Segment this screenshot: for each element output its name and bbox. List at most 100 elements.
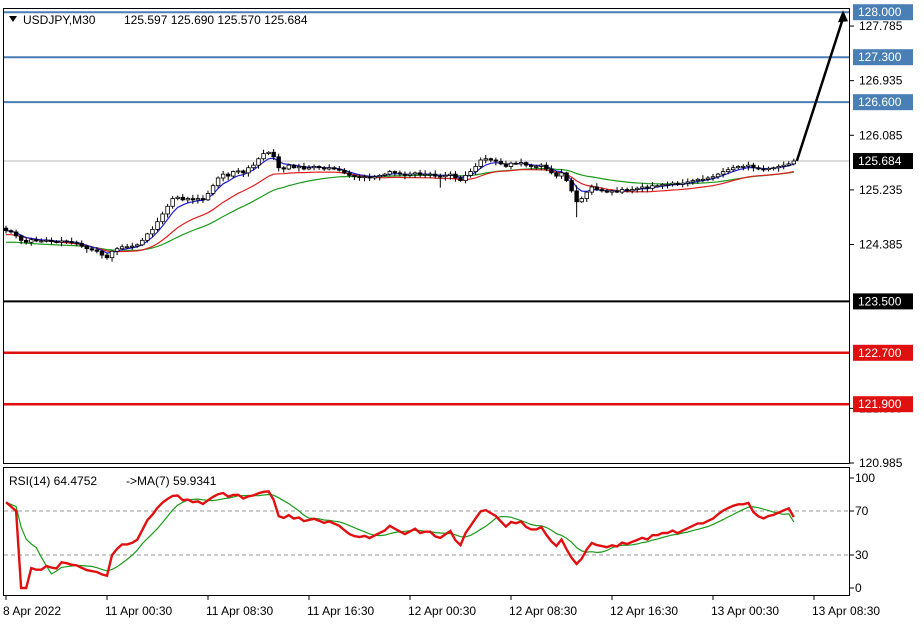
candle-body [13, 231, 19, 237]
collapse-triangle-icon[interactable] [9, 16, 17, 22]
candle-body [473, 166, 478, 172]
trade-levels [4, 11, 849, 406]
candle-body [261, 153, 266, 160]
price-tick-label: 124.385 [859, 238, 903, 252]
candle-body [301, 166, 307, 170]
candle-body [372, 176, 377, 179]
rsi-line [5, 490, 795, 590]
candle-body [99, 250, 105, 256]
candle-body [549, 168, 554, 174]
time-tick-label: 12 Apr 16:30 [610, 604, 678, 618]
candle-body [422, 173, 428, 176]
candle-body [332, 167, 337, 170]
candle-body [377, 175, 382, 178]
price-tick-label: 126.085 [859, 128, 903, 142]
candle-body [594, 186, 600, 190]
candle-body [256, 158, 261, 166]
candle-body [18, 235, 24, 241]
candle-body [761, 168, 766, 171]
candle-body [246, 167, 251, 174]
candle-body [89, 248, 95, 251]
candle-body [175, 196, 180, 199]
candle-body [195, 198, 201, 201]
time-tick-label: 11 Apr 08:30 [206, 604, 273, 618]
candle-body [670, 182, 675, 185]
candle-body [756, 167, 761, 170]
candle-body [736, 166, 741, 169]
candle-body [731, 167, 736, 171]
price-tick-label: 126.935 [859, 74, 903, 88]
candle-body [579, 198, 584, 203]
candle-body [291, 164, 297, 169]
candle-body [357, 176, 362, 179]
candle-body [44, 239, 49, 242]
candle-body [564, 172, 569, 181]
candle-body [640, 186, 645, 189]
candle-body [185, 198, 190, 201]
candle-body [220, 173, 226, 179]
rsi-levels [4, 510, 849, 556]
candle-body [316, 166, 322, 169]
candle-body [180, 196, 185, 201]
candle-body [236, 170, 241, 173]
rsi-tick-label: 30 [855, 548, 869, 562]
candle-body [518, 162, 524, 165]
candle-body [705, 177, 711, 180]
candle-body [281, 167, 286, 170]
candle-body [367, 176, 372, 179]
candle-body [362, 176, 367, 179]
level-tag-current [853, 153, 913, 170]
rsi-label: RSI(14) 64.4752 [9, 474, 97, 488]
candle-body [210, 185, 216, 194]
candle-body [34, 239, 39, 242]
candle-body [321, 167, 327, 170]
candle-body [306, 167, 312, 170]
candle-body [493, 159, 499, 162]
candle-body [69, 241, 74, 244]
candle-body [296, 166, 302, 169]
candle-body [508, 162, 514, 167]
candle-body [347, 172, 352, 176]
candle-body [104, 254, 110, 259]
candle-body [614, 190, 620, 193]
candle-body [468, 171, 473, 176]
candle-body [39, 240, 44, 243]
time-tick-label: 13 Apr 00:30 [711, 604, 779, 618]
candle-body [695, 178, 701, 181]
candle-body [655, 185, 660, 188]
candle-body [569, 180, 574, 192]
projection-arrow-head [838, 10, 848, 23]
candle-body [624, 189, 630, 192]
candle-body [79, 243, 84, 247]
level-tag-resistance [853, 4, 913, 21]
candle-body [710, 176, 716, 179]
candle-body [337, 168, 342, 171]
level-tag-pivot [853, 293, 913, 310]
time-tick-label: 8 Apr 2022 [3, 604, 61, 618]
candle-body [675, 182, 680, 185]
candle-body [781, 164, 786, 167]
candle-body [29, 239, 34, 243]
candle-body [135, 244, 140, 247]
candle-body [23, 239, 29, 243]
candle-body [402, 173, 408, 176]
price-tick-label: 120.985 [859, 456, 903, 470]
candle-body [392, 171, 398, 174]
price-tick-label: 127.785 [859, 19, 903, 33]
rsi-tick-label: 100 [855, 471, 875, 485]
candle-body [407, 173, 413, 176]
candle-body [382, 173, 387, 176]
candle-body [574, 190, 579, 203]
candle-body [443, 175, 448, 178]
candle-body [59, 240, 64, 243]
candle-body [251, 164, 256, 169]
candle-body [84, 245, 89, 250]
candle-body [609, 190, 615, 193]
candle-body [725, 169, 731, 172]
candle-body [448, 173, 453, 176]
candle-body [635, 187, 640, 190]
candle-body [680, 182, 685, 185]
candle-body [771, 167, 776, 170]
candle-body [397, 172, 403, 175]
candle-body [503, 163, 509, 167]
